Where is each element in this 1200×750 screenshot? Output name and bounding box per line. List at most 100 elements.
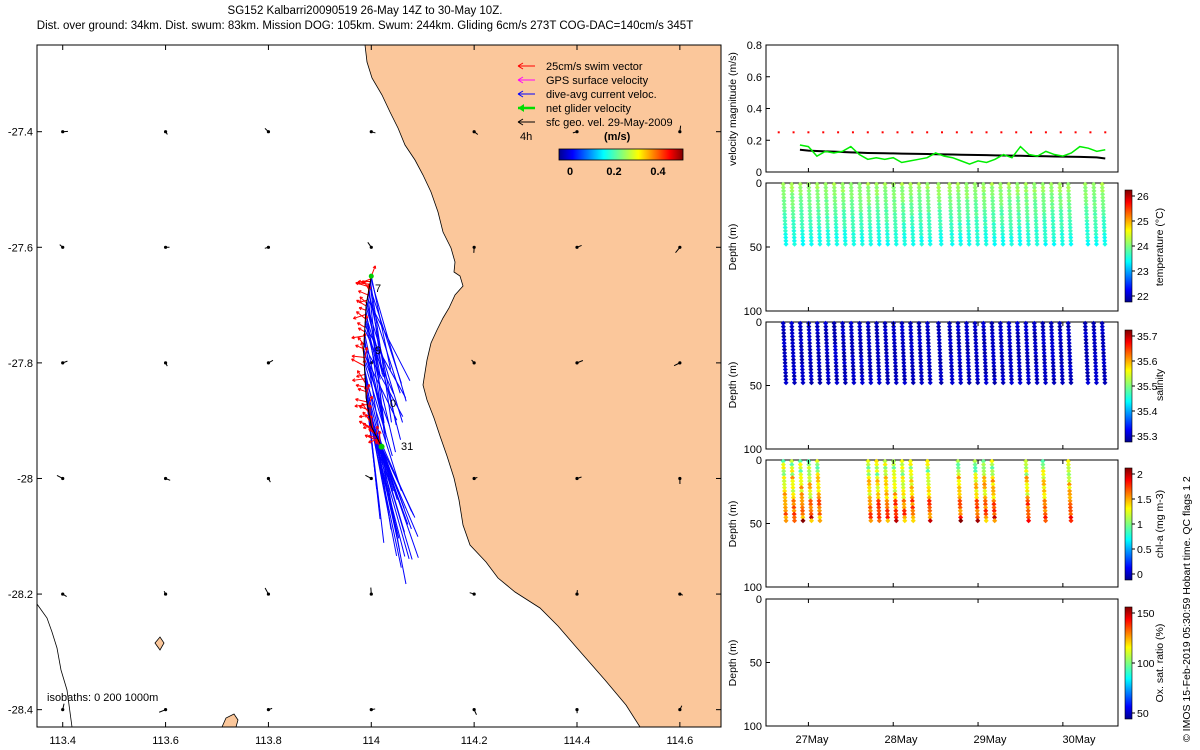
profile-point bbox=[1059, 363, 1065, 369]
profile-point bbox=[850, 353, 856, 359]
profile-point bbox=[1023, 188, 1029, 194]
profile-point bbox=[1008, 370, 1014, 376]
profile-point bbox=[975, 514, 981, 520]
profile-point bbox=[1057, 327, 1063, 333]
profile-point bbox=[949, 228, 955, 234]
profile-point bbox=[833, 221, 839, 227]
profile-point bbox=[1059, 234, 1065, 241]
profile-point bbox=[1092, 211, 1098, 217]
profile-point bbox=[1065, 458, 1071, 464]
profile-point bbox=[1101, 221, 1107, 227]
profile-point bbox=[1066, 191, 1072, 197]
profile-point bbox=[1024, 475, 1030, 481]
profile-point bbox=[1102, 234, 1108, 241]
profile-point bbox=[1023, 324, 1029, 330]
profile-point bbox=[1031, 320, 1037, 326]
swim-vector bbox=[365, 414, 372, 424]
profile-point bbox=[1050, 366, 1056, 373]
reference-dot bbox=[881, 131, 884, 134]
profile-point bbox=[1048, 181, 1054, 187]
profile-point bbox=[1051, 234, 1057, 241]
profile-point bbox=[1083, 205, 1089, 211]
profile-point bbox=[1025, 508, 1031, 514]
profile-point bbox=[1024, 208, 1030, 214]
profile-point bbox=[899, 468, 905, 474]
profile-point bbox=[966, 234, 972, 241]
profile-point bbox=[1008, 366, 1014, 373]
profile-point bbox=[789, 468, 795, 474]
profile-point bbox=[848, 185, 854, 191]
map-panel: 113.4 113.6 113.8 114 114.2 114.4 114.6 -28.4 -2… bbox=[8, 44, 722, 747]
profile-point bbox=[925, 191, 931, 197]
sfc-arrow-head bbox=[575, 245, 579, 249]
profile-point bbox=[948, 208, 954, 214]
profile-point bbox=[1008, 376, 1015, 382]
swim-arrowhead bbox=[362, 425, 367, 430]
salinity-panel: 0 50 100 Depth (m) 35.7 35.6 35.5 35.4 35.3 sa… bbox=[727, 317, 1166, 456]
profile-point bbox=[849, 195, 855, 201]
profile-point bbox=[1084, 228, 1090, 234]
profile-point bbox=[949, 373, 955, 379]
profile-point bbox=[1066, 337, 1072, 343]
profile-point bbox=[789, 330, 795, 336]
profile-point bbox=[781, 208, 788, 214]
profile-point bbox=[917, 343, 923, 349]
profile-point bbox=[1066, 198, 1072, 204]
chla-colorbar-ticks: 2 1.5 1 0.5 0 bbox=[1132, 469, 1152, 581]
profile-point bbox=[1084, 353, 1090, 359]
profile-point bbox=[900, 211, 906, 217]
reference-dot bbox=[822, 131, 825, 134]
profile-point bbox=[938, 376, 944, 382]
profile-point bbox=[1025, 511, 1031, 517]
profile-point bbox=[875, 485, 881, 491]
profile-point bbox=[797, 320, 803, 326]
profile-point bbox=[1084, 350, 1090, 356]
profile-point bbox=[899, 324, 905, 330]
profile-point bbox=[1025, 504, 1031, 511]
profile-point bbox=[1082, 185, 1088, 191]
profile-point bbox=[824, 343, 830, 349]
profile-point bbox=[964, 330, 970, 336]
profile-point bbox=[816, 231, 823, 237]
profile-point bbox=[910, 373, 916, 379]
profile-point bbox=[1059, 224, 1065, 231]
profile-point bbox=[1031, 181, 1037, 187]
swim-vector bbox=[357, 370, 366, 384]
profile-point bbox=[1058, 211, 1064, 217]
profile-point bbox=[883, 485, 889, 491]
profile-point bbox=[848, 330, 855, 336]
swim-arrowhead bbox=[358, 290, 362, 294]
profile-point bbox=[982, 211, 988, 217]
reference-dot bbox=[792, 131, 795, 134]
profile-point bbox=[867, 353, 873, 359]
profile-point bbox=[1066, 475, 1072, 481]
profile-point bbox=[1050, 363, 1056, 369]
profile-point bbox=[964, 198, 970, 204]
swim-arrowhead bbox=[358, 306, 363, 311]
profile-point bbox=[1051, 373, 1057, 379]
profile-point bbox=[916, 188, 922, 194]
profile-point bbox=[991, 370, 997, 376]
profile-point bbox=[832, 340, 838, 346]
profile-point bbox=[857, 333, 863, 340]
profile-point bbox=[900, 481, 906, 487]
profile-point bbox=[780, 324, 786, 330]
profile-point bbox=[866, 195, 872, 201]
dac-vector bbox=[366, 302, 404, 423]
profile-point bbox=[990, 211, 996, 217]
profile-point bbox=[866, 350, 872, 356]
figure-title: SG152 Kalbarri20090519 26-May 14Z to 30-… bbox=[227, 5, 503, 17]
profile-point bbox=[947, 330, 953, 336]
profile-point bbox=[857, 195, 863, 201]
profile-point bbox=[917, 337, 923, 343]
profile-point bbox=[882, 458, 888, 464]
profile-point bbox=[1099, 188, 1105, 194]
profile-point bbox=[1068, 241, 1074, 247]
profile-point bbox=[1015, 195, 1021, 201]
oxygen-colorbar-ticks: 150 100 50 bbox=[1132, 608, 1155, 720]
swim-arrowhead bbox=[359, 296, 363, 300]
profile-point bbox=[883, 337, 889, 343]
ytick-label: 0 bbox=[756, 167, 762, 179]
profile-point bbox=[936, 327, 942, 333]
profile-point bbox=[1092, 205, 1098, 211]
